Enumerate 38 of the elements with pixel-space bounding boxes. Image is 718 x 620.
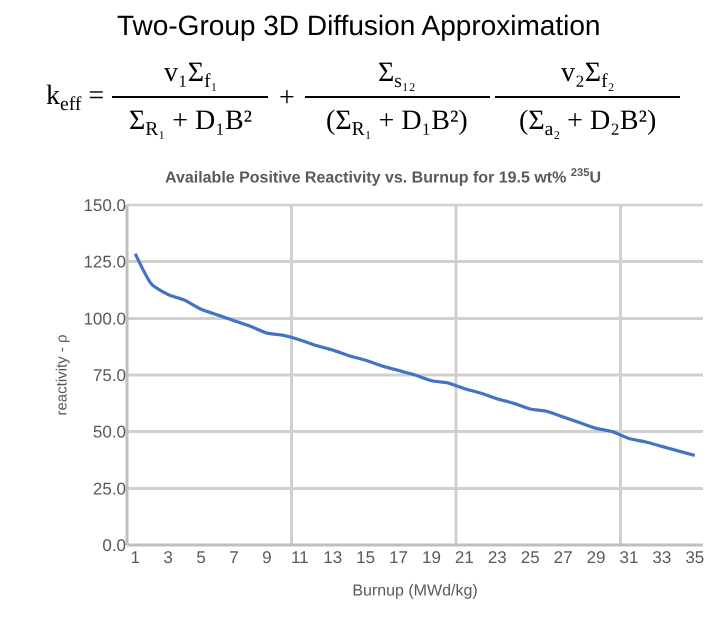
chart-subtitle: Available Positive Reactivity vs. Burnup for 19.5 wt% $^{235}$U <box>165 167 601 187</box>
x-tick-label: 13 <box>323 548 342 567</box>
text: (Σ$_{a₂}$ + D₂B²) <box>519 105 656 140</box>
text: k$_{eff}$ = <box>46 80 104 115</box>
x-tick-label: 35 <box>685 548 704 567</box>
text: Σ$_{R₁}$ + D₁B² <box>129 105 252 140</box>
x-tick-label: 1 <box>130 548 140 567</box>
line-series <box>134 252 696 458</box>
x-tick-label: 17 <box>389 548 408 567</box>
y-tick-label: 25.0 <box>92 479 126 498</box>
y-tick-label: 0.0 <box>102 536 126 555</box>
x-tick-label: 31 <box>619 548 638 567</box>
y-tick-label: 100.0 <box>83 309 126 328</box>
x-tick-label: 15 <box>356 548 376 567</box>
x-tick-label: 33 <box>652 548 672 567</box>
x-tick-label: 27 <box>554 548 573 567</box>
x-tick-label: 25 <box>520 548 540 567</box>
y-tick-label: 125.0 <box>83 252 126 272</box>
y-axis-title: reactivity - ρ <box>54 334 71 416</box>
x-tick-label: 23 <box>488 548 507 567</box>
x-tick-label: 3 <box>163 548 173 567</box>
text: + <box>279 82 295 113</box>
text: v₁Σ$_{f₁}$ <box>164 57 218 92</box>
text: Σ$_{s₁₂}$ <box>378 57 416 92</box>
text: v₂Σ$_{f₂}$ <box>561 57 614 92</box>
x-tick-label: 7 <box>229 548 239 567</box>
chart-title: Two-Group 3D Diffusion Approximation <box>117 10 600 41</box>
x-tick-label: 21 <box>454 548 474 567</box>
x-tick-label: 5 <box>196 548 206 567</box>
x-axis-title: Burnup (MWd/kg) <box>352 582 478 600</box>
y-tick-label: 75.0 <box>92 366 126 385</box>
x-tick-label: 19 <box>422 548 441 567</box>
x-tick-label: 29 <box>586 548 606 567</box>
y-tick-label: 150.0 <box>83 196 126 215</box>
x-tick-label: 11 <box>290 548 309 567</box>
x-tick-label: 9 <box>262 548 272 567</box>
y-tick-label: 50.0 <box>92 422 126 442</box>
text: (Σ$_{R₁}$ + D₁B²) <box>326 105 468 140</box>
